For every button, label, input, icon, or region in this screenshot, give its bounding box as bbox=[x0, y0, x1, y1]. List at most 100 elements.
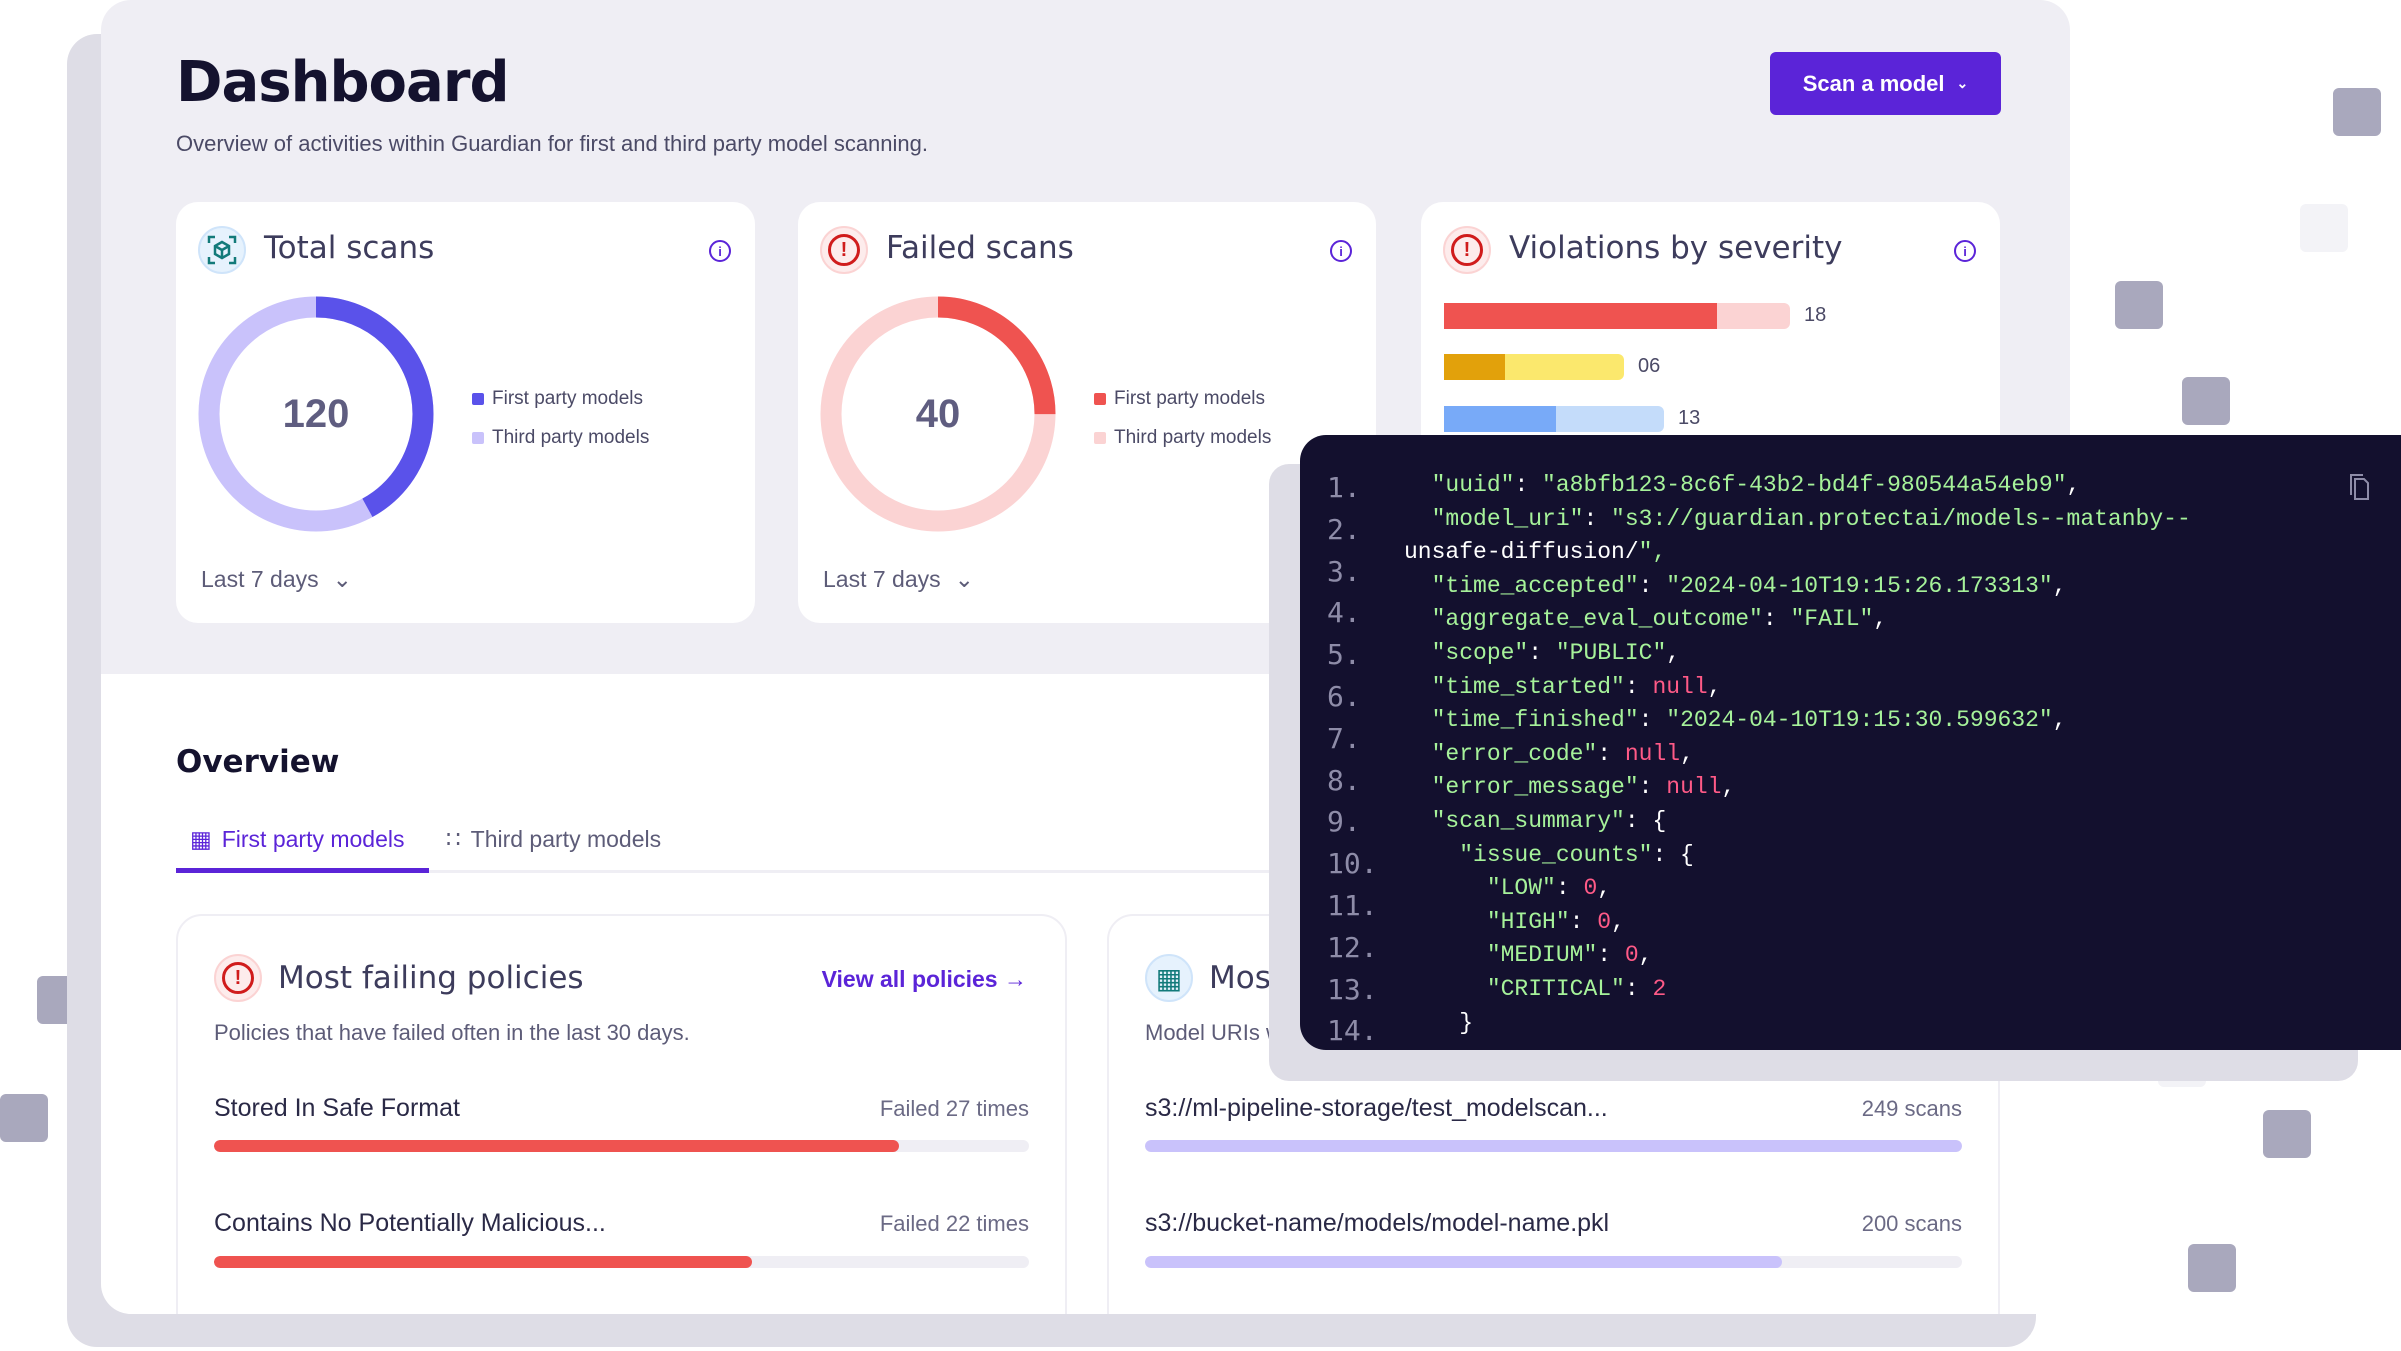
severity-bar-medium bbox=[1444, 354, 1624, 380]
scan-model-label: Scan a model bbox=[1802, 70, 1945, 96]
info-icon[interactable]: i bbox=[709, 240, 731, 262]
card-subtitle: Policies that have failed often in the l… bbox=[214, 1020, 690, 1045]
severity-value: 13 bbox=[1678, 407, 1701, 429]
tab-label: First party models bbox=[221, 826, 405, 852]
alert-icon: ! bbox=[214, 954, 262, 1002]
period-label: Last 7 days bbox=[823, 566, 941, 592]
line-number: 14. bbox=[1327, 1014, 1378, 1048]
line-number: 1. bbox=[1327, 471, 1361, 504]
line-number: 13. bbox=[1327, 972, 1378, 1006]
code-line: "LOW": 0, bbox=[1486, 875, 1612, 902]
code-line: "issue_counts": { bbox=[1459, 841, 1694, 868]
legend-item: Third party models bbox=[472, 427, 649, 449]
legend-swatch bbox=[1094, 393, 1106, 405]
code-line: "time_started": null, bbox=[1431, 673, 1722, 700]
decor-square bbox=[0, 1094, 48, 1142]
legend-label: First party models bbox=[492, 388, 643, 409]
tabs-divider bbox=[176, 870, 2006, 873]
total-scans-value: 120 bbox=[282, 391, 350, 436]
dashboard-panel: Dashboard Overview of activities within … bbox=[101, 0, 2070, 1314]
period-dropdown[interactable]: Last 7 days ⌄ bbox=[823, 566, 974, 593]
code-line: "HIGH": 0, bbox=[1486, 908, 1625, 935]
code-line: "CRITICAL": 2 bbox=[1486, 975, 1667, 1002]
code-line: "uuid": "a8bfb123-8c6f-43b2-bd4f-980544a… bbox=[1431, 472, 2081, 498]
code-line: "error_message": null, bbox=[1431, 774, 1736, 801]
card-title: Most failing policies bbox=[278, 960, 584, 996]
decor-square bbox=[2333, 88, 2381, 136]
most-failing-policies-card: ! Most failing policies View all policie… bbox=[176, 914, 1067, 1314]
period-label: Last 7 days bbox=[201, 566, 319, 592]
legend-swatch bbox=[472, 393, 484, 405]
tab-label: Third party models bbox=[470, 826, 662, 852]
code-line: "time_accepted": "2024-04-10T19:15:26.17… bbox=[1431, 572, 2067, 599]
line-number: 9. bbox=[1327, 805, 1361, 839]
total-scans-card: Total scans i 120 First party models Thi… bbox=[176, 202, 755, 623]
info-icon[interactable]: i bbox=[1330, 240, 1352, 262]
cube-scan-icon bbox=[198, 226, 246, 274]
chevron-down-icon: ⌄ bbox=[332, 566, 352, 592]
tab-first-party[interactable]: ▦ First party models bbox=[190, 826, 405, 853]
failed-scans-donut bbox=[820, 296, 1056, 532]
line-number: 10. bbox=[1327, 847, 1378, 881]
dots-grid-icon: ∷ bbox=[446, 826, 461, 852]
line-numbers: 1. 2. 3. 4. 5. 6. 7. 8. 9. 10. 11. 12. 13. 14. bbox=[1327, 467, 1378, 1050]
model-bar bbox=[1145, 1256, 1962, 1268]
arrow-right-icon: → bbox=[1004, 966, 1027, 992]
line-number: 2. bbox=[1327, 512, 1361, 546]
link-label: View all policies bbox=[821, 966, 998, 992]
code-line: "scope": "PUBLIC", bbox=[1431, 639, 1681, 666]
line-number: 8. bbox=[1327, 763, 1361, 797]
decor-square bbox=[2263, 1110, 2311, 1158]
code-line: "scan_summary": { bbox=[1431, 807, 1667, 834]
code-line: "aggregate_eval_outcome": "FAIL", bbox=[1431, 606, 1888, 633]
card-title: Total scans bbox=[264, 230, 435, 266]
line-number: 7. bbox=[1327, 721, 1361, 755]
line-number: 12. bbox=[1327, 930, 1378, 964]
code-line: "time_finished": "2024-04-10T19:15:30.59… bbox=[1431, 707, 2067, 734]
alert-icon: ! bbox=[820, 226, 868, 274]
active-tab-indicator bbox=[176, 868, 429, 873]
chevron-down-icon: ⌄ bbox=[1956, 75, 1969, 91]
policy-bar bbox=[214, 1256, 1029, 1268]
line-number: 4. bbox=[1327, 596, 1361, 630]
overview-heading: Overview bbox=[176, 744, 340, 780]
decor-square bbox=[2115, 281, 2163, 329]
copy-icon[interactable] bbox=[2347, 471, 2371, 501]
severity-bar-fill bbox=[1444, 354, 1506, 380]
scan-model-button[interactable]: Scan a model ⌄ bbox=[1770, 52, 2001, 115]
code-line: "error_code": null, bbox=[1431, 740, 1694, 767]
page-title: Dashboard bbox=[176, 50, 510, 115]
model-scan-count: 249 scans bbox=[1861, 1096, 1962, 1121]
severity-bar-fill bbox=[1444, 303, 1718, 329]
json-code-panel: 1. 2. 3. 4. 5. 6. 7. 8. 9. 10. 11. 12. 13. 14. "uuid"… bbox=[1300, 435, 2401, 1050]
policy-name: Stored In Safe Format bbox=[214, 1094, 460, 1122]
card-title: Failed scans bbox=[886, 230, 1074, 266]
severity-value: 18 bbox=[1804, 304, 1827, 326]
period-dropdown[interactable]: Last 7 days ⌄ bbox=[201, 566, 352, 593]
alert-icon: ! bbox=[1443, 226, 1491, 274]
chevron-down-icon: ⌄ bbox=[954, 566, 974, 592]
tab-third-party[interactable]: ∷ Third party models bbox=[446, 826, 661, 853]
info-icon[interactable]: i bbox=[1954, 240, 1976, 262]
card-title: Violations by severity bbox=[1509, 230, 1843, 266]
legend-label: First party models bbox=[1114, 388, 1265, 409]
total-scans-donut bbox=[198, 296, 434, 532]
policy-fail-count: Failed 22 times bbox=[879, 1211, 1029, 1236]
code-line: unsafe-diffusion/", bbox=[1404, 539, 1667, 566]
donut-segment-first-party bbox=[198, 296, 434, 532]
model-uri: s3://bucket-name/models/model-name.pkl bbox=[1145, 1209, 1610, 1237]
model-bar bbox=[1145, 1140, 1962, 1152]
code-line: } bbox=[1404, 1009, 1474, 1036]
decor-square bbox=[2300, 204, 2348, 252]
view-all-policies-link[interactable]: View all policies → bbox=[822, 966, 1027, 993]
code-content: "uuid": "a8bfb123-8c6f-43b2-bd4f-980544a… bbox=[1404, 469, 2191, 1040]
legend-item: First party models bbox=[1094, 388, 1265, 410]
severity-bar-fill bbox=[1444, 406, 1557, 432]
line-number: 3. bbox=[1327, 554, 1361, 588]
legend-swatch bbox=[472, 432, 484, 444]
legend-item: Third party models bbox=[1094, 427, 1271, 449]
code-line: "model_uri": "s3://guardian.protectai/mo… bbox=[1431, 505, 2191, 532]
model-uri: s3://ml-pipeline-storage/test_modelscan.… bbox=[1145, 1094, 1608, 1122]
line-number: 6. bbox=[1327, 679, 1361, 713]
donut-segment-first-party bbox=[820, 296, 1056, 532]
